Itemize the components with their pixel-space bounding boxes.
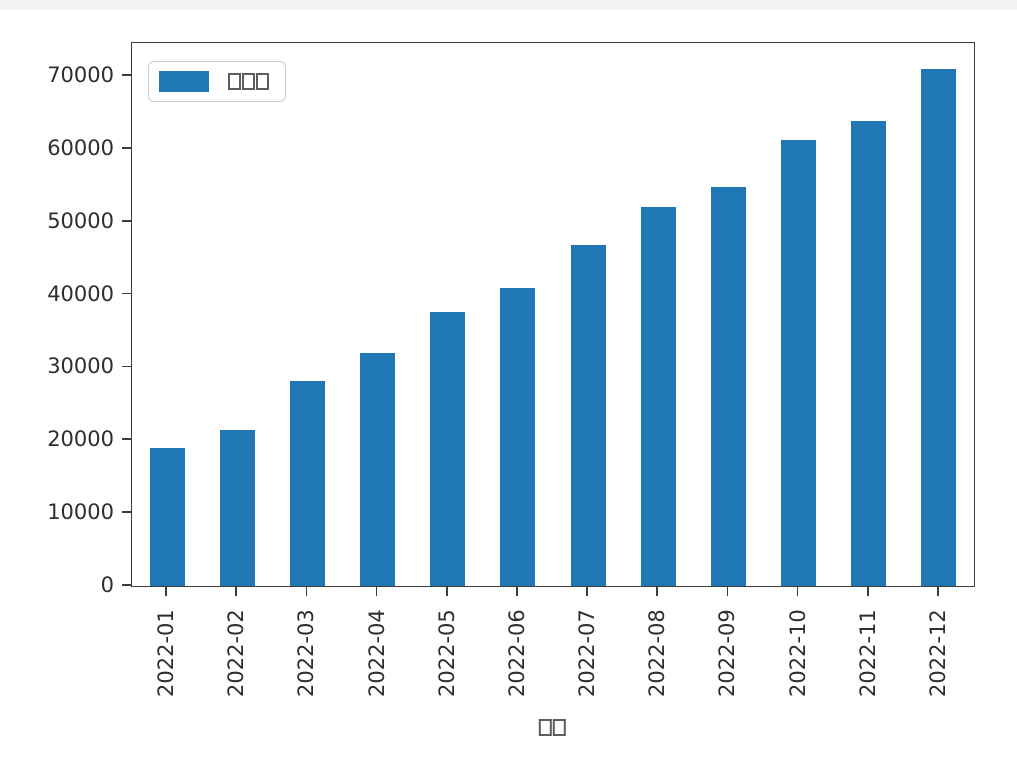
- x-tick-mark: [656, 586, 659, 596]
- chart-plot-area: [131, 42, 975, 587]
- x-tick-mark: [445, 586, 448, 596]
- y-tick-mark: [122, 584, 131, 586]
- x-tick-mark: [726, 586, 729, 596]
- x-tick-mark: [586, 586, 588, 596]
- y-tick-label: 70000: [47, 63, 114, 88]
- bar-2022-09: [710, 186, 746, 586]
- y-tick-mark: [122, 219, 131, 222]
- legend-swatch: [159, 71, 209, 92]
- y-tick-mark: [122, 147, 131, 149]
- chart-legend: [148, 61, 286, 102]
- missing-glyph-box: [538, 719, 552, 736]
- y-tick-mark: [122, 438, 131, 441]
- x-tick-mark: [937, 586, 939, 596]
- bar-2022-04: [360, 352, 396, 586]
- x-tick-label: 2022-02: [224, 609, 249, 697]
- y-tick-label: 60000: [47, 135, 114, 160]
- x-tick-mark: [866, 586, 869, 596]
- bar-2022-05: [430, 312, 466, 586]
- bar-2022-03: [289, 380, 325, 586]
- y-tick-mark: [122, 511, 131, 513]
- missing-glyph-box: [241, 73, 255, 90]
- missing-glyph-box: [227, 73, 241, 90]
- bar-2022-11: [851, 120, 887, 586]
- y-tick-label: 30000: [47, 354, 114, 379]
- bar-2022-08: [640, 207, 676, 586]
- bar-2022-06: [500, 288, 536, 586]
- x-tick-label: 2022-08: [645, 609, 670, 697]
- y-tick-label: 20000: [47, 427, 114, 452]
- y-tick-mark: [122, 74, 131, 76]
- missing-glyph-box: [255, 73, 269, 90]
- x-tick-mark: [375, 586, 378, 596]
- x-tick-label: 2022-09: [715, 609, 740, 697]
- x-tick-mark: [796, 586, 799, 596]
- window-top-strip: [0, 0, 1017, 10]
- x-tick-mark: [235, 586, 238, 596]
- y-tick-label: 50000: [47, 208, 114, 233]
- y-tick-label: 40000: [47, 281, 114, 306]
- x-tick-label: 2022-12: [925, 609, 950, 697]
- bar-2022-02: [219, 430, 255, 586]
- x-tick-label: 2022-05: [434, 609, 459, 697]
- x-tick-label: 2022-04: [364, 609, 389, 697]
- x-tick-label: 2022-10: [785, 609, 810, 697]
- x-axis-title-missing-glyphs: [538, 719, 566, 736]
- y-tick-mark: [122, 292, 131, 295]
- x-tick-mark: [516, 586, 518, 596]
- missing-glyph-box: [552, 719, 566, 736]
- bar-2022-07: [570, 245, 606, 586]
- bar-2022-01: [149, 448, 185, 586]
- y-tick-label: 10000: [47, 500, 114, 525]
- legend-label-missing-glyphs: [227, 73, 270, 90]
- x-tick-label: 2022-07: [575, 609, 600, 697]
- bar-2022-12: [921, 68, 957, 586]
- x-tick-label: 2022-01: [154, 609, 179, 697]
- y-tick-mark: [122, 365, 131, 368]
- x-tick-label: 2022-06: [504, 609, 529, 697]
- x-tick-label: 2022-03: [294, 609, 319, 697]
- x-tick-label: 2022-11: [855, 609, 880, 697]
- x-tick-mark: [165, 586, 167, 596]
- bar-2022-10: [781, 140, 817, 586]
- x-tick-mark: [305, 586, 308, 596]
- y-tick-label: 0: [100, 573, 114, 597]
